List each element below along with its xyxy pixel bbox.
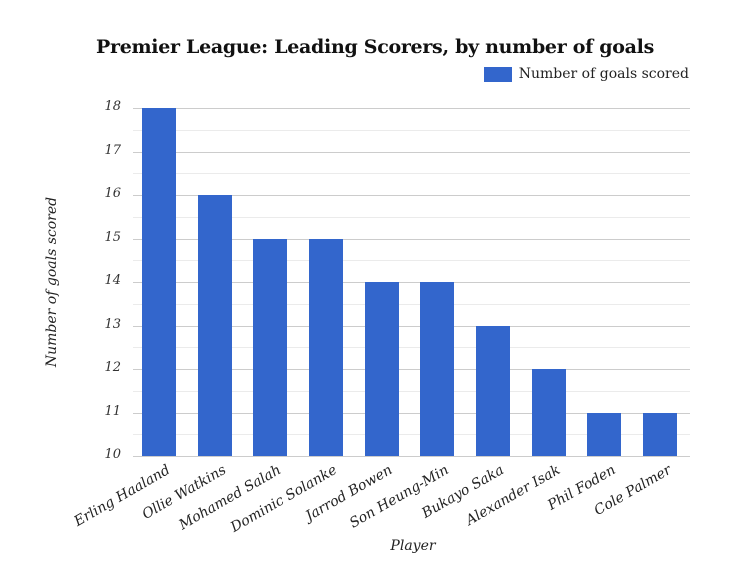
gridline-minor <box>133 303 690 305</box>
bar[interactable] <box>476 325 511 456</box>
bar[interactable] <box>531 369 566 456</box>
y-tick-label: 15 <box>104 229 121 245</box>
bar[interactable] <box>587 412 622 456</box>
bar[interactable] <box>197 195 232 456</box>
y-tick-label: 13 <box>104 316 121 332</box>
gridline-minor <box>133 129 690 131</box>
x-tick-label: Alexander Isak <box>462 462 563 529</box>
bar[interactable] <box>420 282 455 456</box>
gridline-major <box>133 151 690 153</box>
gridline-major <box>133 238 690 240</box>
plot-area <box>133 108 690 457</box>
bar[interactable] <box>308 238 343 456</box>
legend: Number of goals scored <box>483 66 689 82</box>
bar[interactable] <box>141 108 176 456</box>
y-tick-label: 16 <box>104 186 121 201</box>
bar[interactable] <box>643 412 678 456</box>
gridline-major <box>133 108 690 109</box>
gridline-minor <box>133 260 690 262</box>
chart-title: Premier League: Leading Scorers, by numb… <box>96 36 654 58</box>
x-axis-title: Player <box>390 538 436 554</box>
legend-label: Number of goals scored <box>518 66 689 82</box>
gridline-major <box>133 195 690 196</box>
gridline-major <box>133 369 690 370</box>
gridline-major <box>133 282 690 283</box>
bar[interactable] <box>364 282 399 456</box>
gridline-minor <box>133 347 690 349</box>
bar[interactable] <box>253 238 288 456</box>
gridline-minor <box>133 434 690 436</box>
y-tick-label: 10 <box>104 447 121 462</box>
y-tick-label: 11 <box>104 403 121 419</box>
gridline-minor <box>133 390 690 392</box>
gridline-minor <box>133 173 690 175</box>
legend-swatch <box>483 66 512 82</box>
y-tick-label: 18 <box>104 99 121 114</box>
x-tick-label: Erling Haaland <box>71 462 173 530</box>
gridline-minor <box>133 216 690 218</box>
y-axis-title: Number of goals scored <box>44 196 60 368</box>
gridline-major <box>133 412 690 414</box>
x-tick-label: Son Heung-Min <box>346 462 452 532</box>
gridline-major <box>133 456 690 457</box>
y-tick-label: 17 <box>104 142 121 158</box>
y-tick-label: 12 <box>104 360 121 375</box>
y-tick-label: 14 <box>104 273 121 288</box>
gridline-major <box>133 325 690 327</box>
